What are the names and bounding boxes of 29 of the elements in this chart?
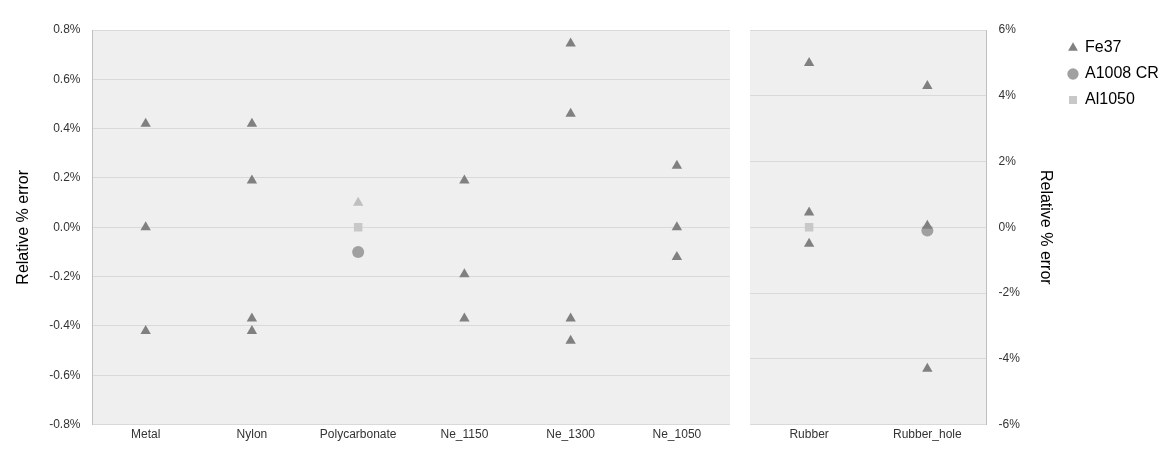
x-tick-label: Metal: [131, 427, 161, 442]
x-tick-label: Ne_1150: [440, 427, 489, 442]
y2-axis-title: Relative % error: [1037, 169, 1055, 286]
y2-tick-label: -4%: [998, 351, 1021, 366]
x-tick-label: Nylon: [236, 427, 268, 442]
x-tick-label: Rubber: [789, 427, 829, 442]
y-tick-label: -0.4%: [49, 318, 81, 333]
x-tick-label: Polycarbonate: [319, 427, 397, 442]
legend-label: Al1050: [1085, 90, 1135, 108]
legend-label: A1008 CR: [1085, 64, 1159, 82]
y-axis-title: Relative % error: [14, 169, 32, 285]
x-tick-label: Ne_1300: [546, 427, 596, 442]
y-tick-label: 0.0%: [53, 219, 81, 234]
y-tick-label: -0.2%: [49, 268, 81, 283]
y-tick-label: 0.8%: [53, 22, 81, 37]
y-tick-label: 0.6%: [53, 71, 81, 86]
y2-tick-label: -2%: [998, 285, 1021, 300]
y2-tick-label: 0%: [998, 219, 1017, 234]
y-tick-label: -0.6%: [49, 367, 81, 382]
y2-tick-label: 4%: [998, 88, 1017, 103]
y2-tick-label: -6%: [998, 416, 1021, 431]
y-tick-label: -0.8%: [49, 416, 81, 431]
y2-tick-label: 6%: [998, 22, 1017, 37]
y-tick-label: 0.2%: [53, 170, 81, 185]
y-tick-label: 0.4%: [53, 120, 81, 135]
y2-tick-label: 2%: [998, 153, 1017, 168]
x-tick-label: Ne_1050: [652, 427, 702, 442]
x-tick-label: Rubber_hole: [892, 427, 963, 442]
legend-label: Fe37: [1085, 38, 1122, 56]
